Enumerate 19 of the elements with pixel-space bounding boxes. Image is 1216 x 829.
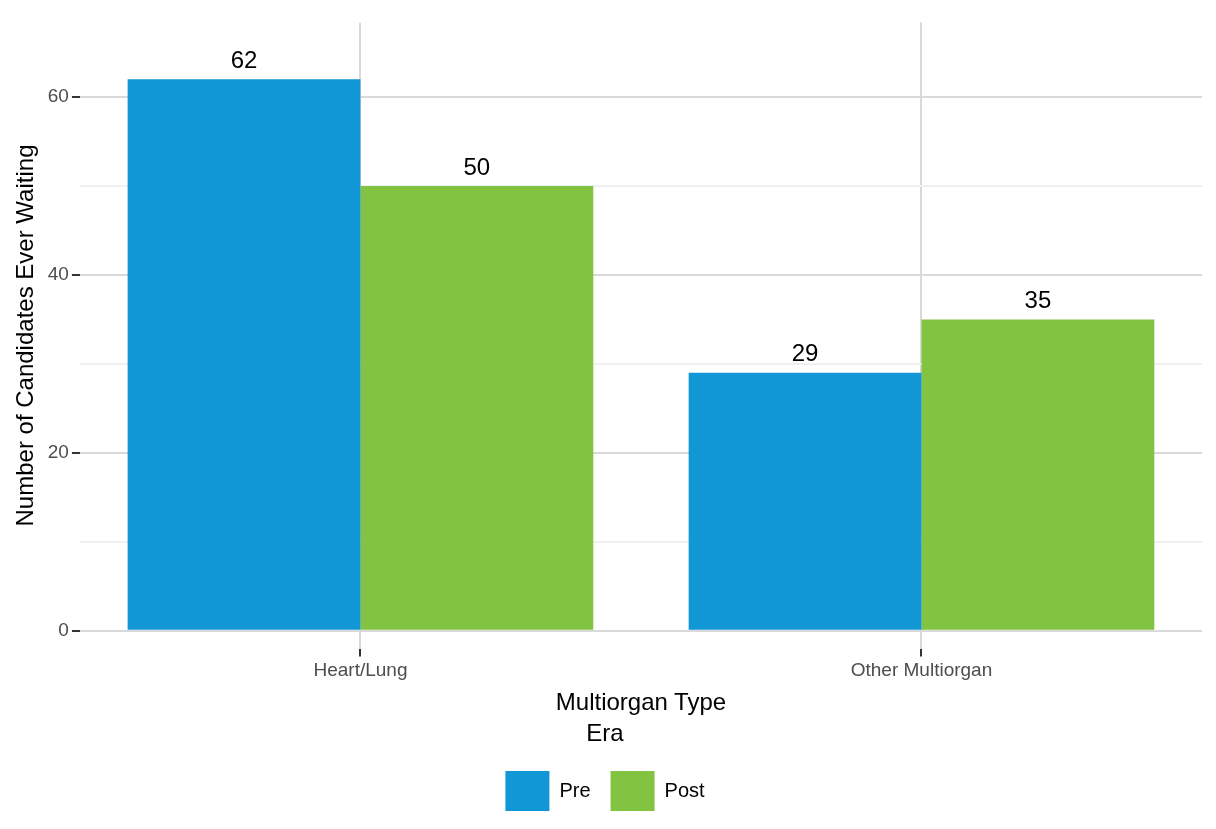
x-axis-title: Multiorgan Type [555,688,727,716]
data-label: 62 [230,45,258,73]
x-tick-label: Other Multiorgan [850,659,993,681]
bar [127,79,361,630]
x-tick-label: Heart/Lung [313,659,408,681]
legend-label: Post [664,778,706,801]
y-axis-title: Number of Candidates Ever Waiting [11,144,39,527]
y-tick-label: 0 [58,619,69,641]
data-label: 29 [791,339,819,367]
y-tick-label: 20 [47,441,69,463]
bar [688,372,922,630]
bar [360,186,594,630]
y-tick-label: 60 [47,85,69,107]
bar [921,319,1155,630]
data-label: 50 [463,152,491,180]
y-tick-label: 40 [47,263,69,285]
data-label: 35 [1024,286,1052,314]
legend-title: Era [586,718,625,746]
legend-label: Pre [559,778,591,801]
